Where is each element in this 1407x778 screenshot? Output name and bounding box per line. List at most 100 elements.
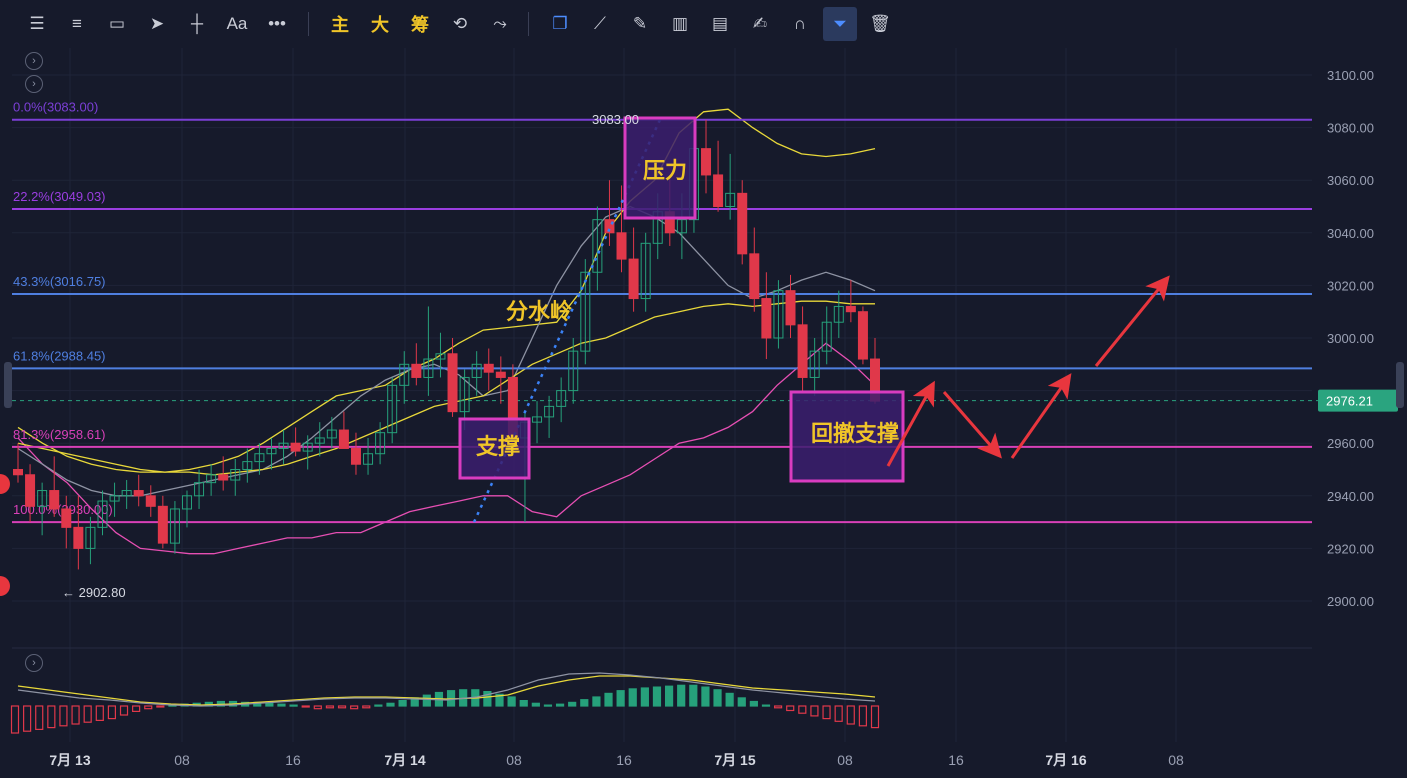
candle-body xyxy=(471,363,482,378)
candle-body xyxy=(242,461,253,470)
x-axis-tick-label: 08 xyxy=(506,752,522,768)
right-panel-handle[interactable] xyxy=(1396,362,1404,408)
magnet-icon[interactable]: ∩ xyxy=(793,14,807,33)
annotation-label: 支撑 xyxy=(476,434,520,459)
histogram-bar xyxy=(737,697,746,707)
candle-body xyxy=(447,353,458,413)
y-axis-tick-label: 3040.00 xyxy=(1327,226,1374,241)
macd-signal-line xyxy=(17,675,876,706)
note-icon[interactable]: ✍ xyxy=(752,14,768,33)
candle-tool-icon[interactable]: ▥ xyxy=(671,14,689,33)
candle-body xyxy=(181,495,192,510)
fib-level-label: 22.2%(3049.03) xyxy=(13,189,106,204)
y-axis-tick-label: 3000.00 xyxy=(1327,331,1374,346)
trash-icon[interactable]: 🗑 xyxy=(869,14,891,33)
candle-body xyxy=(37,490,48,507)
histogram-bar xyxy=(858,705,867,727)
histogram-bar xyxy=(725,692,734,707)
forecast-arrow xyxy=(1094,275,1170,367)
histogram-bar xyxy=(677,684,686,707)
annotation-label: 分水岭 xyxy=(506,299,572,324)
histogram-bar xyxy=(289,704,298,707)
bollinger-lower-line xyxy=(17,342,876,555)
copy-layer-icon[interactable]: ❐ xyxy=(552,14,568,33)
histogram-bar xyxy=(495,693,504,707)
collapse-toggle-icon[interactable]: › xyxy=(25,75,43,93)
y-axis-tick-label: 2900.00 xyxy=(1327,594,1374,609)
histogram-bar xyxy=(616,690,625,707)
fib-level-label: 43.3%(3016.75) xyxy=(13,274,106,289)
cursor-arrow-icon[interactable]: ➤ xyxy=(149,14,165,33)
histogram-bar xyxy=(689,684,698,707)
auto-draw-icon[interactable]: ⟲ xyxy=(452,14,468,33)
collapse-toggle-icon[interactable]: › xyxy=(25,52,43,70)
clipboard-icon[interactable]: ▤ xyxy=(711,14,729,33)
fib-level-label: 61.8%(2988.45) xyxy=(13,348,106,363)
histogram-bar xyxy=(10,705,20,734)
x-axis-tick-label: 16 xyxy=(285,752,301,768)
x-axis-tick-label: 16 xyxy=(948,752,964,768)
histogram-bar xyxy=(834,705,843,722)
trend-tool-icon[interactable]: ⤳ xyxy=(493,14,507,33)
histogram-bar xyxy=(156,705,165,708)
horizontal-ray-icon[interactable]: ┼ xyxy=(190,14,204,33)
candle-body xyxy=(544,405,555,418)
histogram-bar xyxy=(23,705,32,732)
fib-level-label: 81.3%(2958.61) xyxy=(13,427,106,442)
histogram-bar xyxy=(483,690,492,707)
indicator-button-1[interactable]: 大 xyxy=(371,15,389,35)
candle-body xyxy=(845,305,856,313)
histogram-bar xyxy=(265,702,274,707)
candle-body xyxy=(157,505,168,544)
rectangle-icon[interactable]: ▭ xyxy=(108,14,126,33)
histogram-bar xyxy=(350,705,359,710)
candle-body xyxy=(109,495,120,502)
candle-body xyxy=(169,508,180,544)
histogram-bar xyxy=(107,705,117,720)
support-box xyxy=(458,417,531,480)
forecast-arrow xyxy=(942,391,1002,459)
histogram-bar xyxy=(786,705,795,712)
histogram-bar xyxy=(144,705,153,710)
candle-body xyxy=(556,390,567,407)
histogram-bar xyxy=(604,692,613,707)
candle-body xyxy=(13,469,23,476)
low-price-label: ← 2902.80 xyxy=(62,585,126,600)
alert-marker-icon[interactable] xyxy=(0,576,10,596)
pen-icon[interactable]: ✎ xyxy=(632,14,648,33)
histogram-bar xyxy=(83,705,92,723)
y-axis-tick-label: 3020.00 xyxy=(1327,278,1374,293)
candle-body xyxy=(49,490,60,510)
alert-marker-icon[interactable] xyxy=(0,474,10,494)
ruler-icon[interactable]: ⟋ xyxy=(594,14,606,33)
filter-icon[interactable]: ⏷ xyxy=(823,7,857,41)
more-icon[interactable]: ••• xyxy=(268,14,286,33)
candle-body xyxy=(290,442,301,452)
candle-body xyxy=(640,242,651,300)
candle-body xyxy=(628,258,639,300)
indicator-button-2[interactable]: 筹 xyxy=(411,15,429,35)
indicator-settings-icon[interactable]: ☰ xyxy=(29,14,45,33)
histogram-bar xyxy=(664,685,674,707)
histogram-bar xyxy=(592,696,601,707)
horizontal-lines-icon[interactable]: ≡ xyxy=(72,14,82,33)
candle-body xyxy=(230,469,241,481)
histogram-bar xyxy=(810,705,819,717)
left-panel-handle[interactable] xyxy=(4,362,12,408)
y-axis-tick-label: 2960.00 xyxy=(1327,436,1374,451)
y-axis-tick-label: 2940.00 xyxy=(1327,489,1374,504)
forecast-arrow xyxy=(1010,373,1072,459)
text-tool-icon[interactable]: Aa xyxy=(226,14,248,33)
candle-body xyxy=(314,437,325,444)
histogram-bar xyxy=(555,703,565,707)
histogram-bar xyxy=(95,705,104,721)
candle-body xyxy=(73,526,84,549)
histogram-bar xyxy=(374,704,383,707)
candle-body xyxy=(713,174,724,208)
histogram-bar xyxy=(713,689,722,707)
collapse-toggle-icon[interactable]: › xyxy=(25,654,43,672)
indicator-button-0[interactable]: 主 xyxy=(331,15,349,35)
candle-body xyxy=(61,508,72,528)
histogram-bar xyxy=(798,705,807,714)
candle-body xyxy=(25,474,36,507)
